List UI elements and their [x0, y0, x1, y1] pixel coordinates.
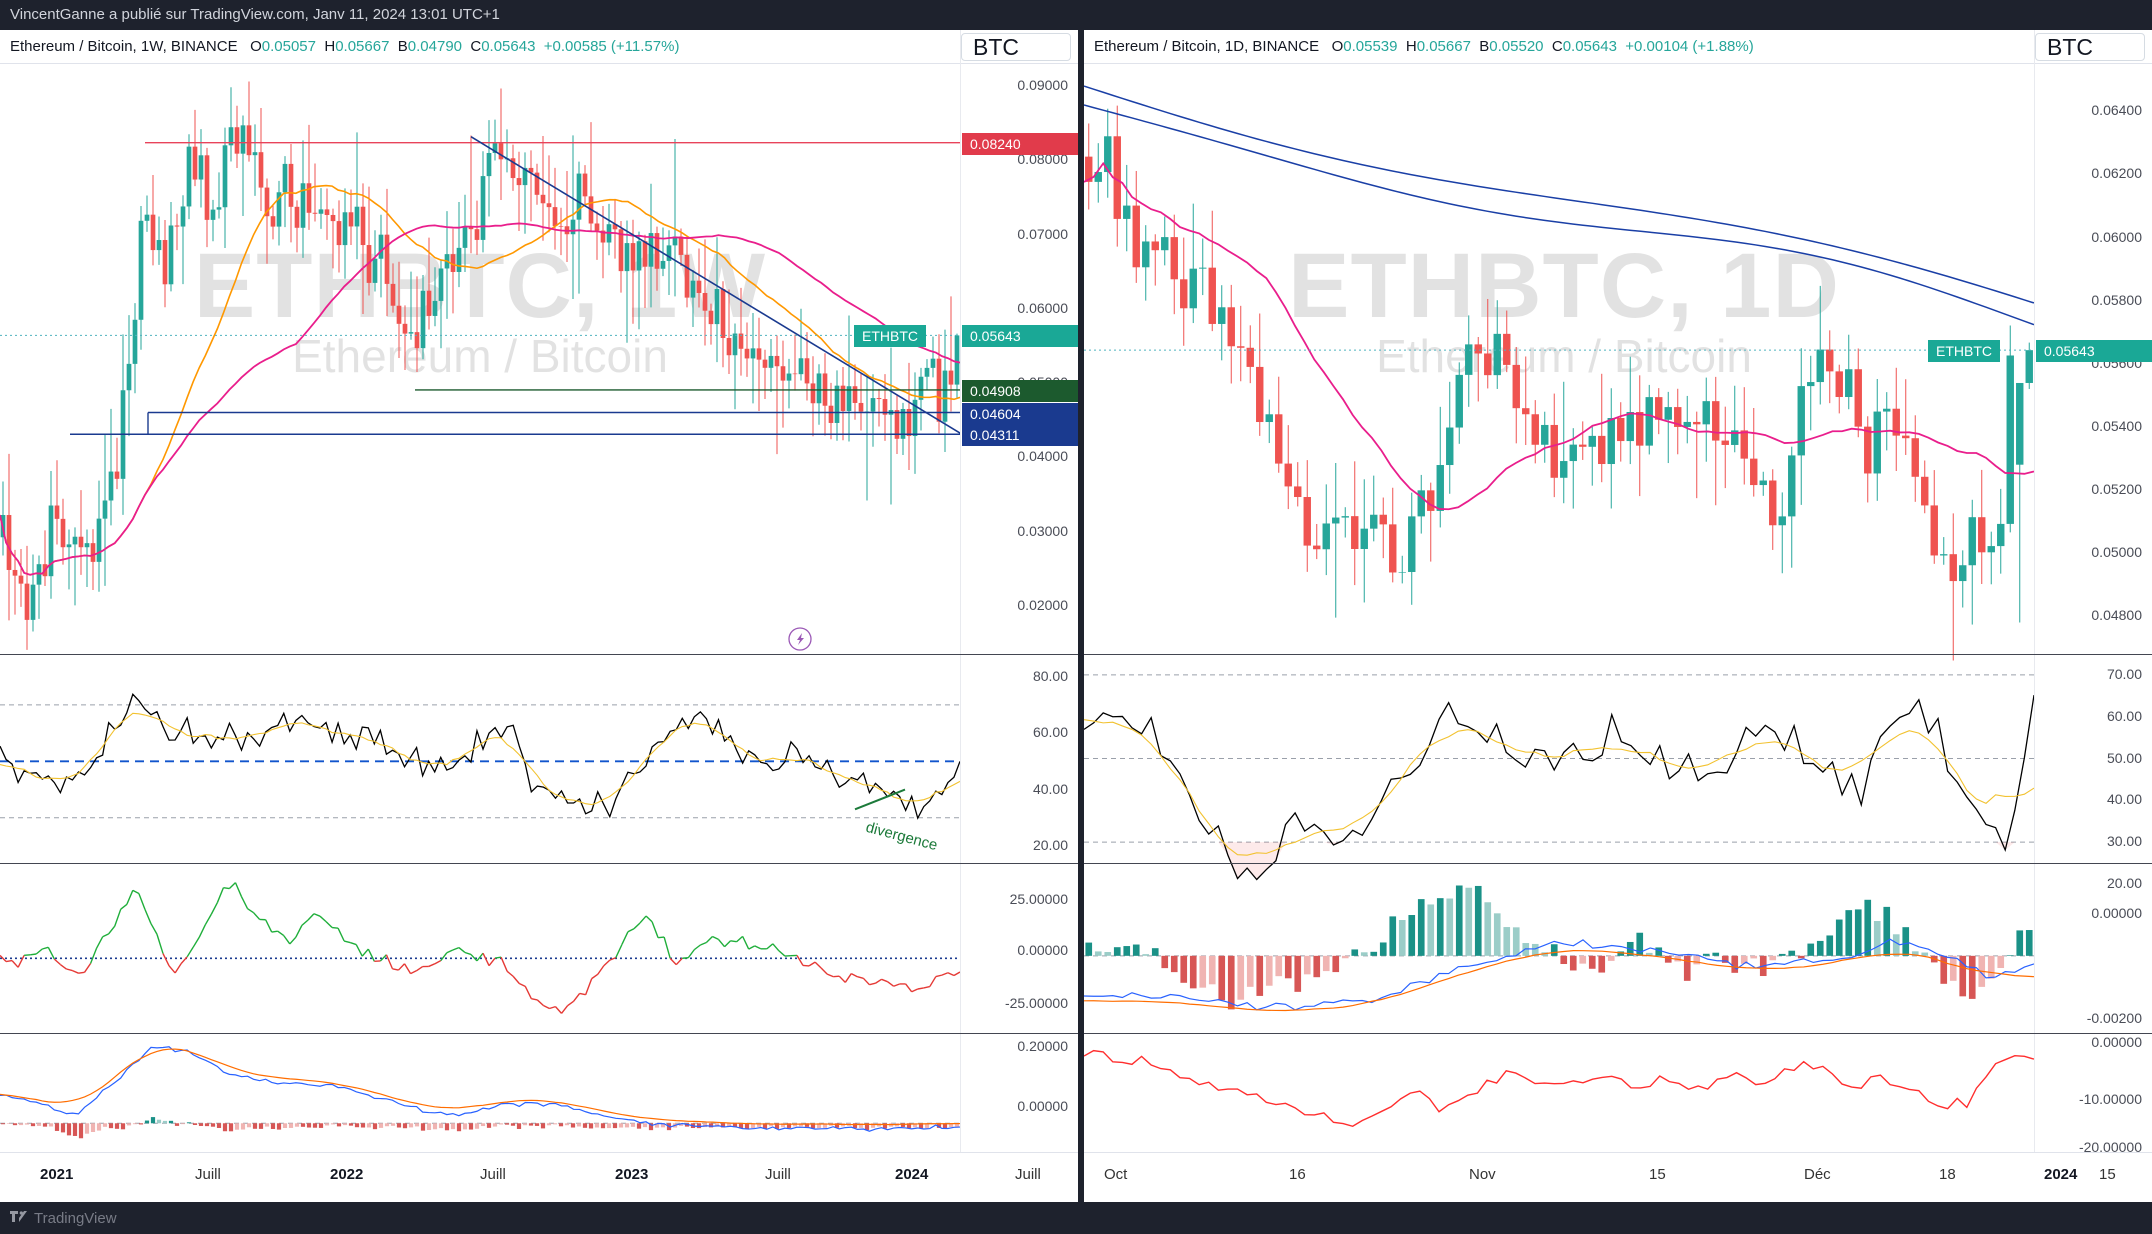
svg-text:divergence: divergence [864, 819, 939, 854]
